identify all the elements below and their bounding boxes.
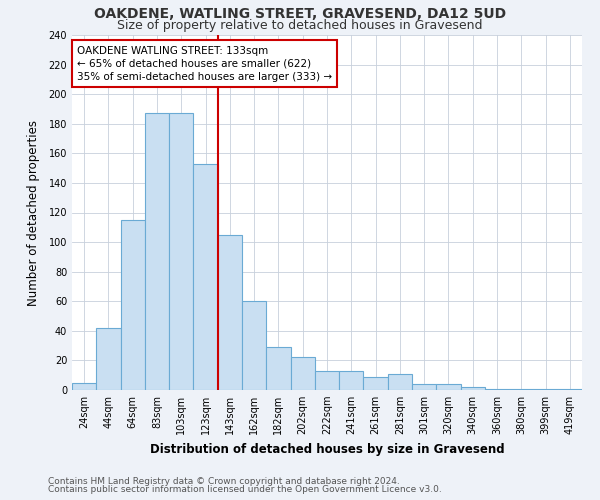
Bar: [121, 220, 145, 390]
Bar: [96, 328, 121, 390]
Bar: [388, 374, 412, 390]
Bar: [145, 114, 169, 390]
X-axis label: Distribution of detached houses by size in Gravesend: Distribution of detached houses by size …: [149, 442, 505, 456]
Bar: [364, 376, 388, 390]
Text: Contains public sector information licensed under the Open Government Licence v3: Contains public sector information licen…: [48, 485, 442, 494]
Bar: [509, 388, 533, 390]
Bar: [72, 382, 96, 390]
Bar: [533, 388, 558, 390]
Text: OAKDENE, WATLING STREET, GRAVESEND, DA12 5UD: OAKDENE, WATLING STREET, GRAVESEND, DA12…: [94, 8, 506, 22]
Bar: [412, 384, 436, 390]
Text: OAKDENE WATLING STREET: 133sqm
← 65% of detached houses are smaller (622)
35% of: OAKDENE WATLING STREET: 133sqm ← 65% of …: [77, 46, 332, 82]
Bar: [485, 388, 509, 390]
Bar: [218, 234, 242, 390]
Bar: [339, 371, 364, 390]
Bar: [169, 114, 193, 390]
Bar: [436, 384, 461, 390]
Bar: [290, 358, 315, 390]
Text: Contains HM Land Registry data © Crown copyright and database right 2024.: Contains HM Land Registry data © Crown c…: [48, 477, 400, 486]
Bar: [558, 388, 582, 390]
Bar: [461, 387, 485, 390]
Bar: [242, 301, 266, 390]
Bar: [193, 164, 218, 390]
Y-axis label: Number of detached properties: Number of detached properties: [27, 120, 40, 306]
Bar: [266, 347, 290, 390]
Text: Size of property relative to detached houses in Gravesend: Size of property relative to detached ho…: [117, 18, 483, 32]
Bar: [315, 371, 339, 390]
